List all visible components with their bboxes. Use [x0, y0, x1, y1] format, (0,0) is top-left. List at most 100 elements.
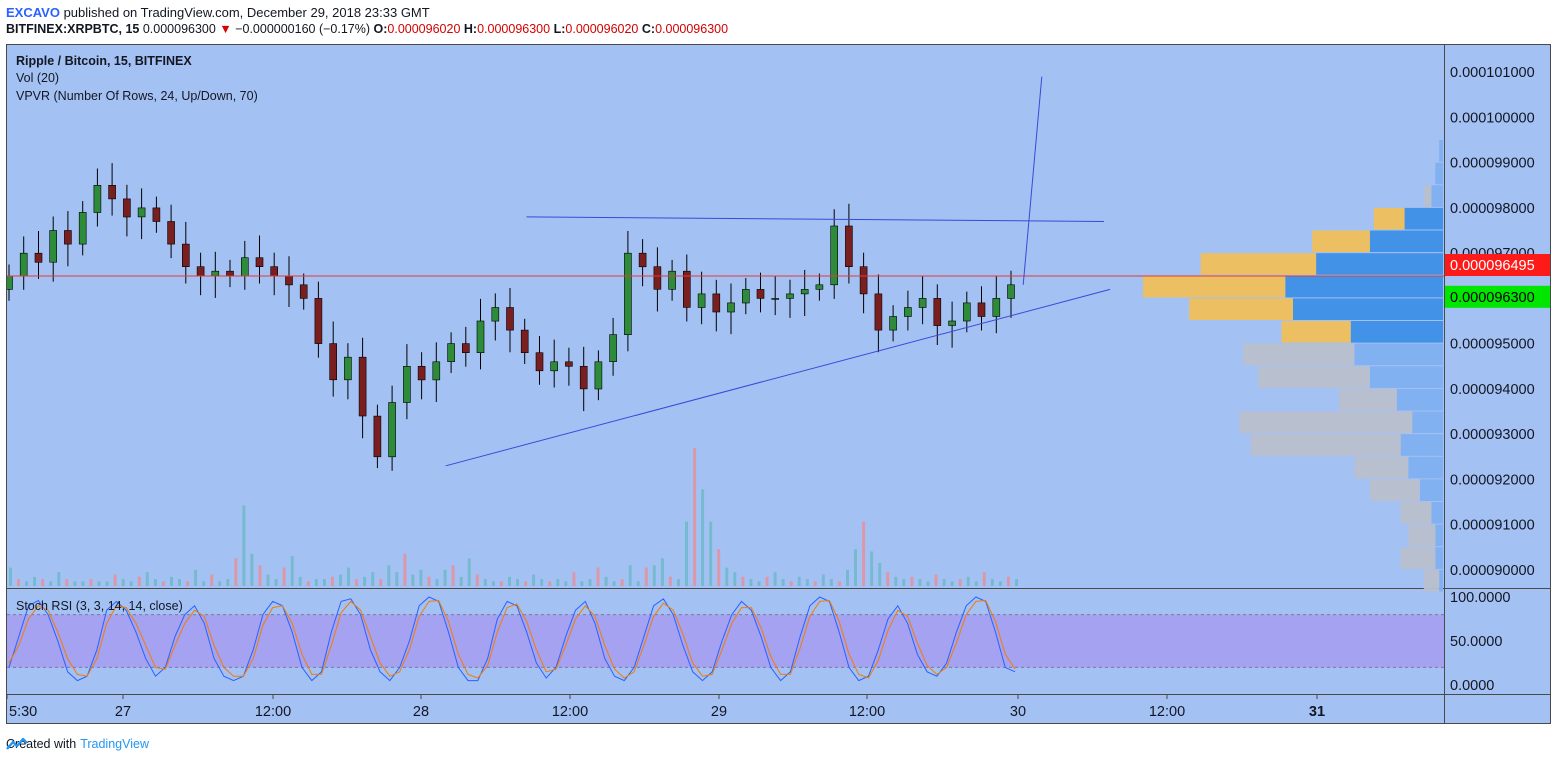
time-tick-label: 29 — [711, 704, 727, 720]
volume-bar — [1007, 576, 1010, 586]
time-tick-label: 27 — [115, 704, 131, 720]
volume-bar — [580, 581, 584, 586]
vpvr-up-bar — [1419, 479, 1443, 501]
candle-body — [904, 307, 912, 317]
vpvr-profile — [1143, 140, 1443, 592]
author-name[interactable]: EXCAVO — [6, 5, 60, 20]
volume-bar — [974, 581, 978, 586]
vpvr-up-bar — [1408, 456, 1443, 479]
volume-bar — [379, 579, 383, 586]
volume-bar — [218, 581, 222, 586]
down-arrow-icon: ▼ — [219, 22, 232, 36]
candle-body — [948, 320, 956, 326]
volume-bar — [894, 576, 898, 586]
volume-bar — [298, 576, 302, 586]
vpvr-up-bar — [1439, 569, 1443, 592]
candle-body — [609, 334, 617, 363]
vpvr-down-bar — [1143, 275, 1286, 298]
candle-body — [211, 270, 220, 276]
volume-bar — [870, 551, 874, 586]
volume-bar — [644, 567, 648, 586]
volume-bar — [701, 489, 705, 586]
candle-body — [668, 270, 676, 290]
close-value: 0.000096300 — [655, 22, 729, 36]
vpvr-up-bar — [1369, 230, 1443, 253]
candle-body — [123, 198, 131, 218]
vpvr-up-bar — [1404, 207, 1443, 230]
tradingview-brand[interactable]: TradingView — [80, 737, 149, 751]
candle-body — [918, 298, 927, 308]
volume-bar — [491, 581, 495, 586]
price-tag-label: 0.000096495 — [1450, 258, 1535, 274]
candle-body — [962, 302, 971, 322]
volume-bar — [41, 579, 45, 586]
volume-bar — [282, 567, 286, 586]
volume-bar — [596, 567, 600, 586]
legend-stoch[interactable]: Stoch RSI (3, 3, 14, 14, close) — [16, 599, 183, 613]
last-price: 0.000096300 — [142, 22, 216, 36]
candle-body — [874, 293, 883, 331]
candle-body — [285, 275, 293, 286]
candle-body — [756, 289, 765, 299]
candle-body — [270, 266, 279, 277]
vpvr-up-bar — [1435, 162, 1443, 185]
volume-bar — [483, 579, 487, 586]
time-axis[interactable] — [7, 695, 1444, 723]
legend-vpvr[interactable]: VPVR (Number Of Rows, 24, Up/Down, 70) — [16, 89, 258, 103]
volume-bar — [306, 581, 310, 586]
axis-labels: 0.000101000 0.000100000 0.000099000 0.00009… — [7, 65, 1550, 720]
volume-bar — [371, 572, 375, 586]
chart-canvas[interactable]: 0.000101000 0.000100000 0.000099000 0.00009… — [7, 45, 1550, 723]
volume-bar — [153, 579, 157, 586]
candle-body — [182, 243, 190, 268]
volume-bar — [709, 521, 713, 586]
volume-bar — [387, 565, 391, 586]
stoch-k-line — [8, 596, 1016, 682]
vpvr-down-bar — [1408, 524, 1436, 547]
chart-frame[interactable]: 0.000101000 0.000100000 0.000099000 0.00009… — [6, 44, 1551, 724]
candle-body — [579, 365, 588, 390]
volume-bar — [9, 567, 12, 586]
stoch-tick-label: 100.0000 — [1450, 590, 1510, 606]
candle-body — [624, 252, 632, 335]
candle-body — [859, 266, 868, 295]
symbol: BITFINEX:XRPBTC, 15 — [6, 22, 140, 36]
volume-bar — [612, 581, 616, 586]
footer: Created with TradingView — [6, 737, 149, 751]
time-tick-label: 30 — [1010, 704, 1026, 720]
volume-bar — [451, 565, 455, 586]
volume-bar — [677, 579, 680, 586]
price-axis[interactable] — [1444, 45, 1550, 723]
volume-bar — [339, 574, 342, 586]
candle-body — [373, 415, 382, 458]
candle-body — [314, 298, 323, 344]
volume-bar — [652, 565, 656, 586]
candle-body — [889, 316, 897, 331]
volume-bar — [322, 579, 326, 586]
candle-body — [786, 293, 794, 299]
volume-bar — [765, 576, 769, 586]
volume-bar — [395, 572, 399, 586]
candle-body — [800, 289, 809, 295]
volume-bar — [145, 572, 149, 586]
legend-main[interactable]: Ripple / Bitcoin, 15, BITFINEX — [16, 54, 192, 68]
legend-vol[interactable]: Vol (20) — [16, 71, 59, 85]
volume-bar — [347, 567, 350, 586]
vpvr-down-bar — [1200, 253, 1317, 275]
price-change: −0.000000160 (−0.17%) — [235, 22, 371, 36]
price-tick-label: 0.000091000 — [1450, 518, 1535, 534]
vpvr-down-bar — [1373, 207, 1405, 230]
candle-body — [1007, 284, 1015, 299]
trendline — [1022, 76, 1043, 285]
volume-bar — [805, 579, 809, 586]
volume-bar — [878, 563, 882, 586]
volume-bar — [97, 581, 101, 586]
volume-bar — [355, 579, 359, 586]
candle-body — [594, 361, 603, 390]
volume-bar — [258, 565, 262, 586]
open-label: O: — [373, 22, 388, 36]
candle-body — [167, 221, 175, 245]
published-text: published on TradingView.com, December 2… — [63, 5, 430, 20]
time-tick-label: 31 — [1309, 704, 1325, 720]
volume-bar — [636, 581, 640, 586]
